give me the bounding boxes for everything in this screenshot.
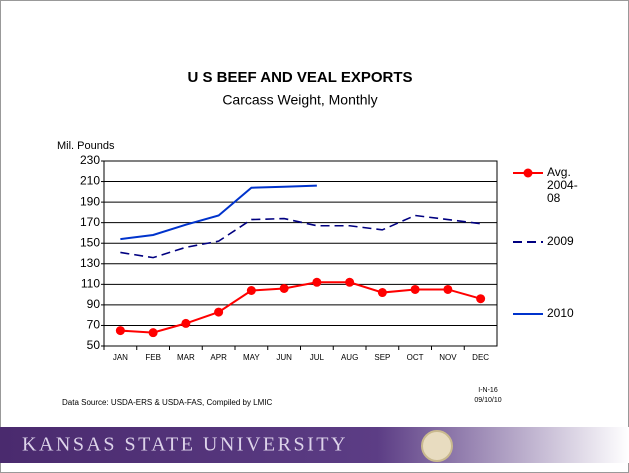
x-tick-label: APR (210, 353, 227, 362)
x-tick-label: OCT (407, 353, 424, 362)
x-tick-label: JUN (276, 353, 292, 362)
legend-entry: Avg. 2004-08 (547, 166, 578, 205)
x-tick-label: JUL (310, 353, 325, 362)
x-tick-label: FEB (145, 353, 161, 362)
university-seal (421, 430, 453, 462)
y-tick-label: 170 (80, 215, 100, 229)
series-line (120, 214, 481, 259)
legend-label: 2009 (547, 235, 574, 248)
legend-label: Avg. 2004-08 (547, 166, 578, 205)
series-line (120, 184, 317, 241)
series-marker (181, 318, 191, 328)
y-tick-label: 50 (87, 338, 101, 352)
series-marker (115, 326, 125, 336)
y-tick-label: 110 (81, 277, 100, 291)
chart-title: U S BEEF AND VEAL EXPORTS (187, 69, 412, 86)
series-marker (443, 284, 453, 294)
chart-subtitle: Carcass Weight, Monthly (222, 92, 377, 108)
series-marker (246, 286, 256, 295)
plot-area (103, 160, 498, 347)
y-tick-label: 150 (80, 235, 100, 249)
series-marker (279, 283, 289, 293)
series-marker (410, 284, 420, 294)
legend-label: 2010 (547, 307, 574, 320)
slide-date: 09/10/10 (474, 397, 501, 404)
y-tick-label: 130 (80, 256, 100, 270)
x-tick-label: NOV (439, 353, 457, 362)
y-tick-label: 230 (80, 153, 100, 167)
series-marker (345, 277, 355, 287)
series-marker (214, 307, 224, 317)
x-tick-label: JAN (113, 353, 128, 362)
x-tick-label: MAY (243, 353, 260, 362)
series-marker (377, 288, 387, 298)
x-tick-label: DEC (472, 353, 489, 362)
legend-marker (523, 168, 533, 178)
slide-code: I-N-16 (478, 387, 498, 394)
y-tick-label: 90 (87, 297, 101, 311)
series-marker (312, 277, 322, 287)
y-axis-label: Mil. Pounds (57, 140, 115, 152)
footer-band (0, 427, 629, 463)
legend-entry: 2010 (547, 307, 574, 320)
series-line (120, 281, 481, 334)
legend-entry: 2009 (547, 235, 574, 248)
y-tick-label: 70 (87, 318, 101, 332)
series-marker (476, 294, 486, 304)
x-tick-label: MAR (177, 353, 195, 362)
series-marker (148, 328, 158, 338)
y-tick-label: 190 (80, 194, 100, 208)
x-tick-label: SEP (374, 353, 390, 362)
x-tick-label: AUG (341, 353, 358, 362)
source-note: Data Source: USDA-ERS & USDA-FAS, Compil… (62, 398, 273, 407)
y-tick-label: 210 (80, 174, 100, 188)
footer-text: KANSAS STATE UNIVERSITY (22, 434, 348, 456)
